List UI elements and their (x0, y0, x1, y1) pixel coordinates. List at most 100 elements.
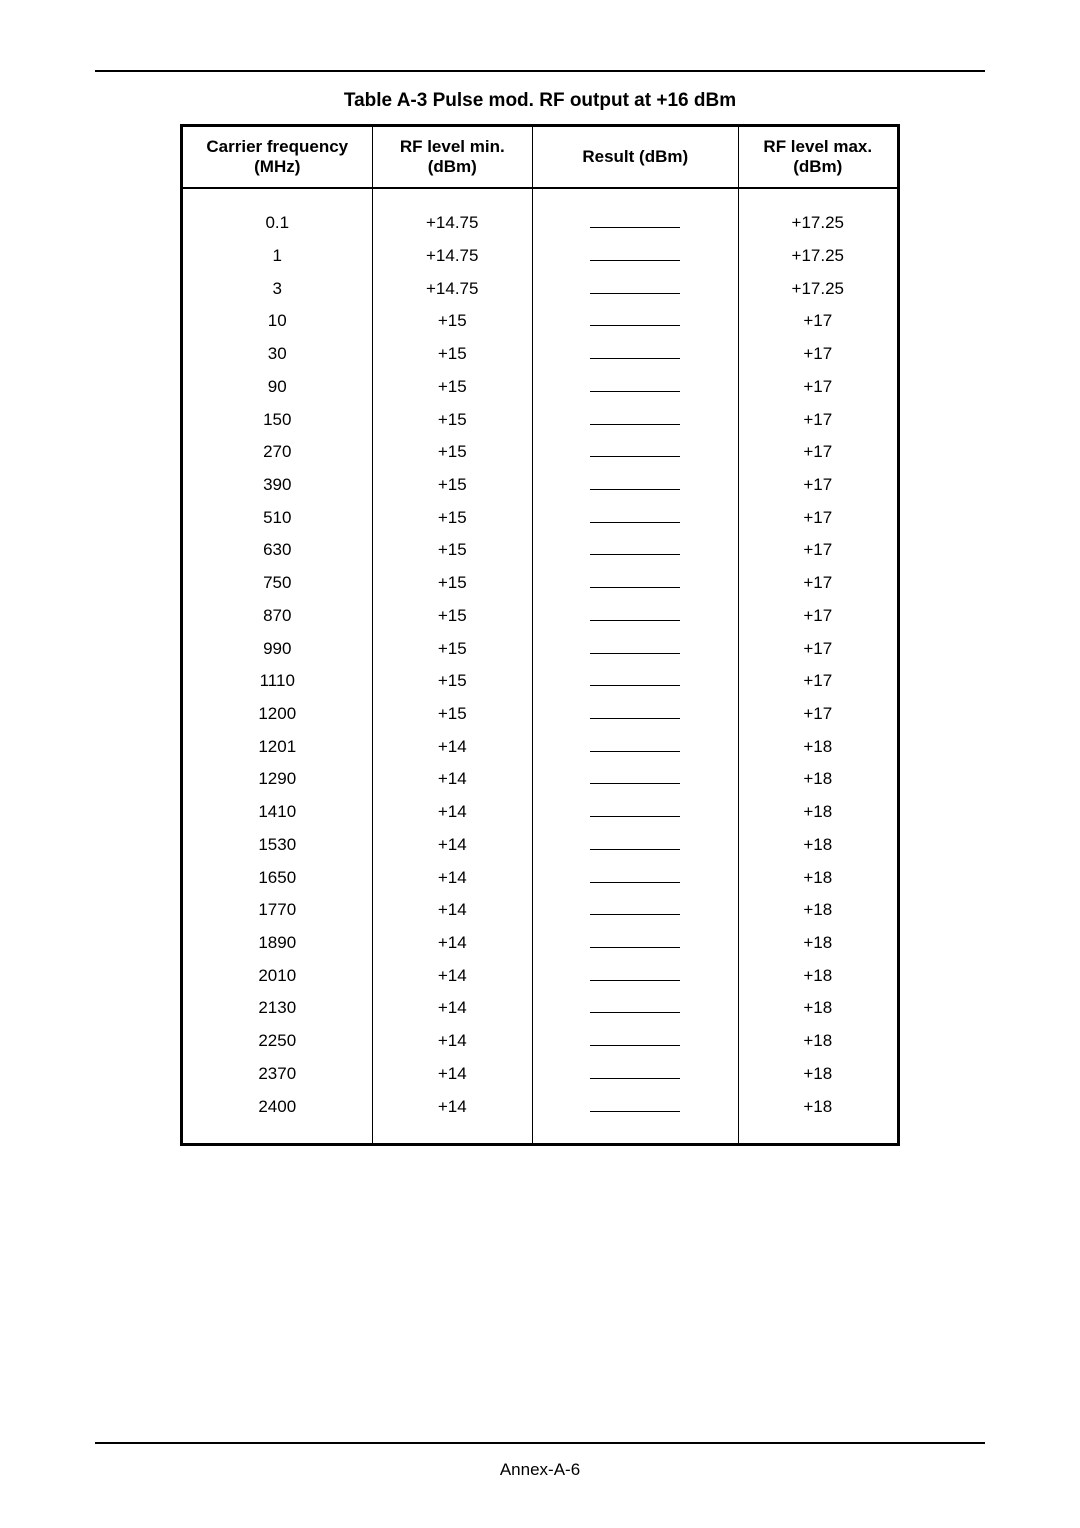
cell-rf-min: +14.75 (372, 240, 532, 273)
cell-rf-min: +15 (372, 305, 532, 338)
page-footer: Annex-A-6 (95, 1442, 985, 1480)
cell-frequency: 1410 (182, 796, 373, 829)
cell-result (532, 894, 738, 927)
cell-result (532, 469, 738, 502)
cell-frequency: 90 (182, 371, 373, 404)
table-row: 270+15+17 (182, 436, 899, 469)
cell-rf-min: +15 (372, 371, 532, 404)
cell-frequency: 1 (182, 240, 373, 273)
cell-result (532, 763, 738, 796)
cell-rf-min: +15 (372, 469, 532, 502)
cell-rf-max: +17 (738, 305, 898, 338)
result-blank-line (590, 1004, 680, 1013)
cell-rf-max: +18 (738, 731, 898, 764)
cell-frequency: 150 (182, 403, 373, 436)
cell-frequency: 1290 (182, 763, 373, 796)
cell-frequency: 750 (182, 567, 373, 600)
table-row: 1290+14 +18 (182, 763, 899, 796)
cell-result (532, 534, 738, 567)
table-header-row: Carrier frequency (MHz) RF level min. (d… (182, 126, 899, 189)
cell-result (532, 207, 738, 240)
cell-frequency: 2400 (182, 1090, 373, 1123)
col-header-rf-min: RF level min. (dBm) (372, 126, 532, 189)
cell-rf-min: +14.75 (372, 272, 532, 305)
table-row: 2010+14+18 (182, 960, 899, 993)
table-row: 2370+14+18 (182, 1058, 899, 1091)
result-blank-line (590, 219, 680, 228)
cell-rf-max: +17 (738, 665, 898, 698)
cell-frequency: 390 (182, 469, 373, 502)
cell-frequency: 1650 (182, 861, 373, 894)
result-blank-line (590, 775, 680, 784)
cell-rf-max: +18 (738, 894, 898, 927)
cell-rf-min: +14 (372, 763, 532, 796)
result-blank-line (590, 252, 680, 261)
cell-rf-min: +14.75 (372, 207, 532, 240)
rf-output-table: Carrier frequency (MHz) RF level min. (d… (180, 124, 900, 1146)
cell-rf-max: +18 (738, 796, 898, 829)
table-row: 90+15 +17 (182, 371, 899, 404)
cell-rf-max: +17 (738, 338, 898, 371)
table-row: 630+15+17 (182, 534, 899, 567)
cell-result (532, 927, 738, 960)
cell-result (532, 338, 738, 371)
col-header-frequency: Carrier frequency (MHz) (182, 126, 373, 189)
cell-rf-max: +18 (738, 1090, 898, 1123)
table-title: Table A-3 Pulse mod. RF output at +16 dB… (95, 90, 985, 112)
cell-rf-max: +18 (738, 992, 898, 1025)
cell-result (532, 305, 738, 338)
result-blank-line (590, 546, 680, 555)
table-row: 1110+15 +17 (182, 665, 899, 698)
table-row: 30+15+17 (182, 338, 899, 371)
table-spacer-row (182, 188, 899, 207)
table-cell (532, 188, 738, 207)
table-cell (182, 1123, 373, 1145)
cell-result (532, 567, 738, 600)
cell-result (532, 796, 738, 829)
result-blank-line (590, 579, 680, 588)
cell-rf-max: +17 (738, 698, 898, 731)
result-blank-line (590, 611, 680, 620)
cell-rf-min: +15 (372, 567, 532, 600)
cell-rf-max: +18 (738, 927, 898, 960)
cell-rf-max: +17 (738, 534, 898, 567)
table-container: Carrier frequency (MHz) RF level min. (d… (95, 124, 985, 1146)
cell-rf-min: +15 (372, 403, 532, 436)
cell-result (532, 632, 738, 665)
table-cell (372, 1123, 532, 1145)
cell-frequency: 3 (182, 272, 373, 305)
cell-rf-max: +17.25 (738, 272, 898, 305)
cell-rf-min: +15 (372, 534, 532, 567)
table-spacer-row (182, 1123, 899, 1145)
cell-frequency: 1201 (182, 731, 373, 764)
result-blank-line (590, 873, 680, 882)
cell-rf-min: +14 (372, 796, 532, 829)
cell-rf-max: +18 (738, 861, 898, 894)
cell-rf-min: +15 (372, 698, 532, 731)
table-row: 3+14.75 +17.25 (182, 272, 899, 305)
cell-rf-max: +17 (738, 371, 898, 404)
table-row: 1410+14 +18 (182, 796, 899, 829)
cell-frequency: 1110 (182, 665, 373, 698)
cell-rf-max: +17 (738, 567, 898, 600)
cell-result (532, 861, 738, 894)
table-row: 1201+14+18 (182, 731, 899, 764)
footer-horizontal-rule (95, 1442, 985, 1444)
result-blank-line (590, 350, 680, 359)
cell-rf-max: +18 (738, 829, 898, 862)
cell-rf-min: +14 (372, 1090, 532, 1123)
cell-rf-max: +18 (738, 763, 898, 796)
cell-frequency: 2250 (182, 1025, 373, 1058)
cell-rf-max: +17 (738, 600, 898, 633)
cell-rf-max: +17 (738, 469, 898, 502)
cell-rf-min: +15 (372, 665, 532, 698)
cell-frequency: 1200 (182, 698, 373, 731)
cell-rf-max: +17 (738, 501, 898, 534)
cell-result (532, 698, 738, 731)
cell-result (532, 501, 738, 534)
cell-rf-min: +14 (372, 1025, 532, 1058)
cell-rf-min: +15 (372, 501, 532, 534)
cell-frequency: 0.1 (182, 207, 373, 240)
table-row: 1530+14+18 (182, 829, 899, 862)
cell-result (532, 731, 738, 764)
